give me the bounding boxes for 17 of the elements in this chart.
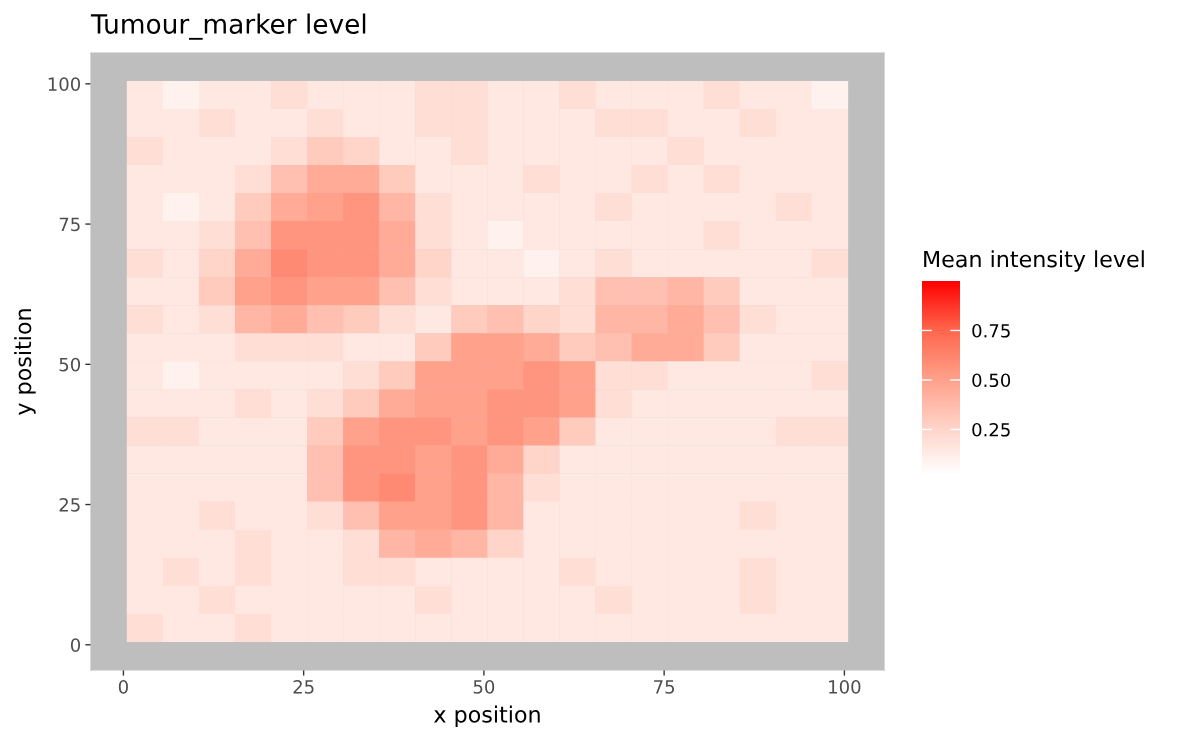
- y-tick-label: 0: [70, 638, 81, 652]
- color-bar-label: 0.25: [972, 422, 1010, 437]
- y-tick-label: 25: [59, 498, 80, 512]
- color-bar-label: 0.50: [972, 373, 1011, 388]
- color-bar-title: Mean intensity level: [924, 250, 1144, 272]
- x-tick-label: 100: [829, 680, 861, 694]
- chart-title: Tumour_marker level: [90, 13, 366, 40]
- y-axis-title: y position: [14, 309, 36, 415]
- y-tick-label: 75: [59, 217, 80, 232]
- x-tick-label: 25: [293, 680, 314, 694]
- y-tick-label: 50: [59, 357, 81, 372]
- x-tick-label: 50: [473, 680, 495, 694]
- y-tick-label: 100: [48, 77, 81, 91]
- color-bar-label: 0.75: [972, 323, 1010, 338]
- x-tick-label: 0: [118, 680, 128, 694]
- x-tick-label: 75: [654, 680, 675, 694]
- x-axis-title: x position: [434, 705, 540, 728]
